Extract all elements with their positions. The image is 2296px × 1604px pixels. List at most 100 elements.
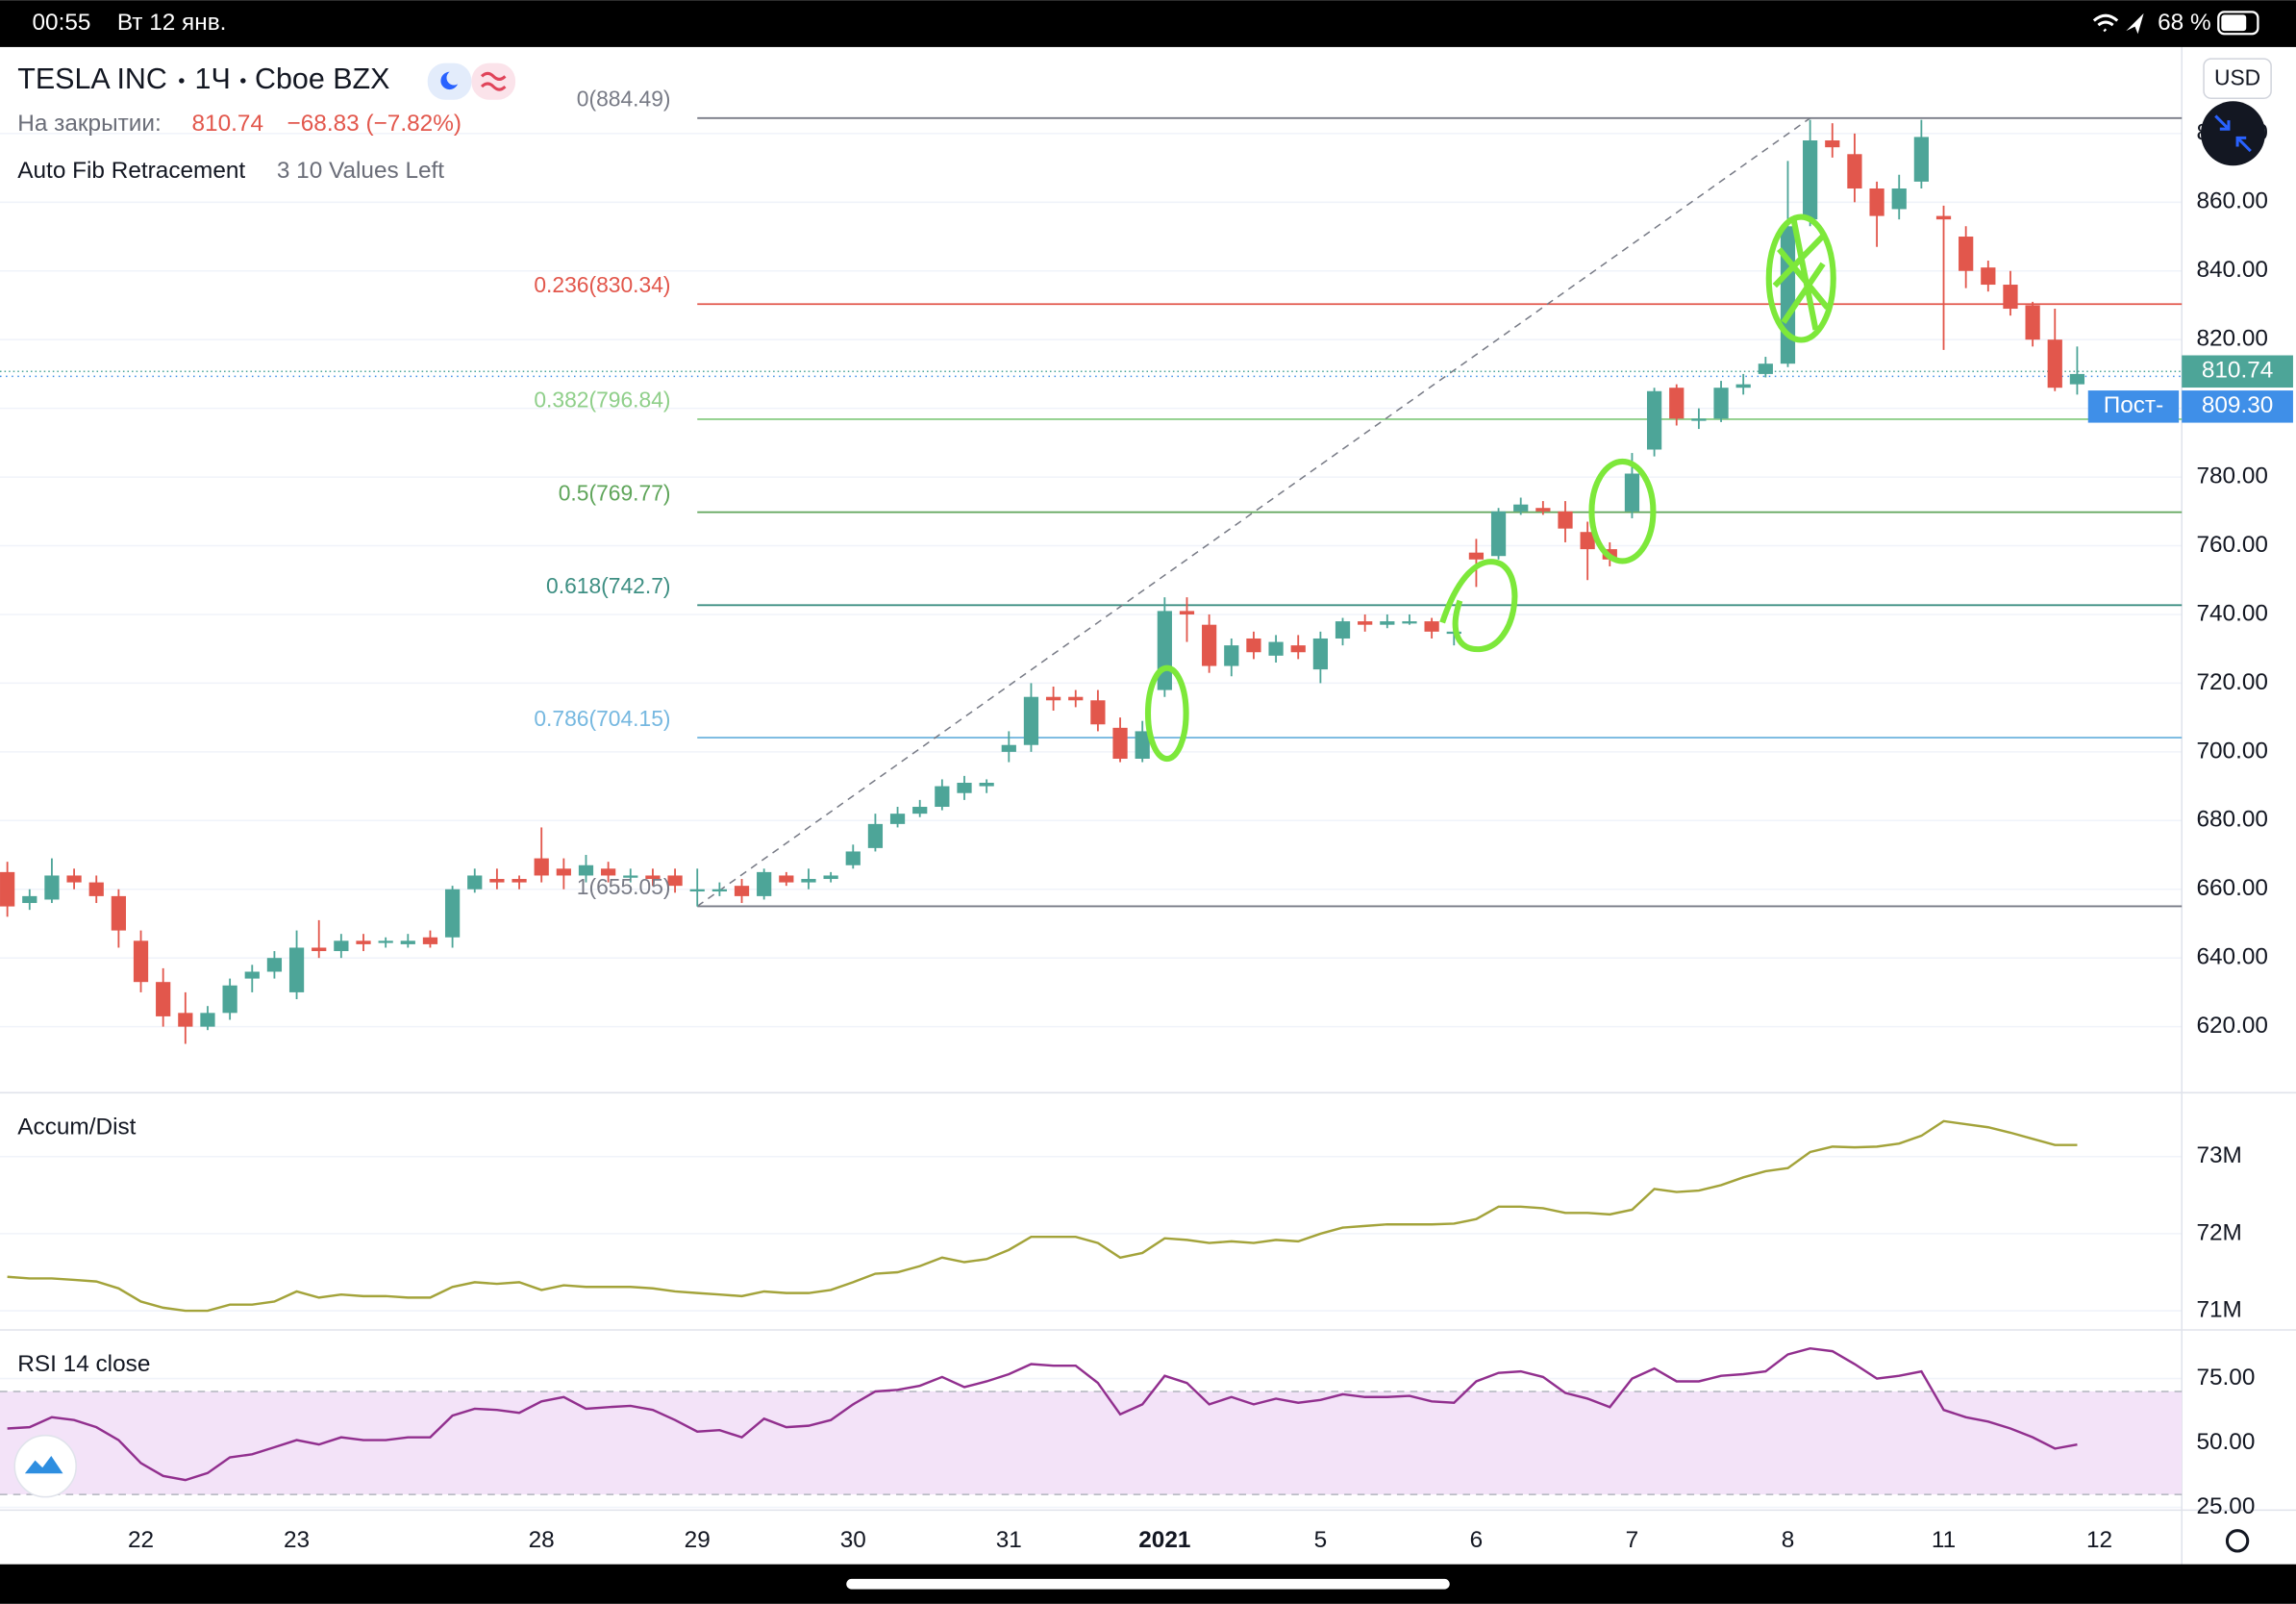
- candle-body: [489, 879, 505, 883]
- candle-body: [867, 823, 884, 848]
- candle-body: [88, 882, 104, 896]
- candle-body: [356, 940, 371, 944]
- pane-title: RSI 14 close: [17, 1351, 150, 1377]
- candle-body: [979, 783, 994, 787]
- candle-body: [1179, 611, 1195, 614]
- x-tick-label: 29: [685, 1527, 711, 1553]
- x-tick-label: 12: [2086, 1527, 2112, 1553]
- candle-body: [623, 875, 638, 878]
- indicator-name: Auto Fib Retracement: [17, 158, 245, 184]
- annotation-circle: [1588, 458, 1657, 564]
- candle-body: [1803, 140, 1818, 220]
- candle-body: [1157, 611, 1172, 690]
- candle-body: [200, 1013, 215, 1027]
- collapse-icon: [2214, 114, 2252, 153]
- candle-body: [178, 1013, 193, 1027]
- candle-body: [1380, 621, 1395, 625]
- indicator-line: [7, 1119, 2078, 1313]
- candle-body: [334, 940, 349, 952]
- collapse-button[interactable]: [2201, 101, 2266, 166]
- candle-body: [156, 982, 171, 1016]
- settings-icon[interactable]: [2225, 1529, 2250, 1553]
- y-tick-label: 620.00: [2196, 1013, 2268, 1039]
- battery-icon: [2217, 11, 2259, 36]
- candle-body: [378, 940, 393, 943]
- candle-body: [1001, 744, 1016, 752]
- y-tick-label: 720.00: [2196, 669, 2268, 695]
- indicator-params: 3 10 Values Left: [277, 158, 444, 184]
- candle-body: [1646, 390, 1662, 450]
- candle-body: [1558, 511, 1573, 529]
- currency-button[interactable]: [2203, 58, 2272, 99]
- x-tick-label: 11: [1932, 1527, 1956, 1553]
- candle-body: [1490, 511, 1507, 557]
- exchange: Cboe BZX: [255, 63, 389, 95]
- fib-trend-line: [696, 117, 1811, 908]
- x-tick-label: 5: [1314, 1527, 1328, 1553]
- candle-body: [1358, 621, 1373, 625]
- fib-level-label: 0.786(704.15): [534, 706, 670, 731]
- candle-body: [779, 875, 794, 883]
- candle-body: [22, 895, 37, 904]
- candle-body: [711, 889, 727, 892]
- y-tick-label: 25.00: [2196, 1493, 2255, 1519]
- candle-body: [133, 940, 149, 983]
- status-battery: 68 %: [2158, 10, 2211, 36]
- candle-body: [1224, 645, 1239, 666]
- y-tick-label: 73M: [2196, 1142, 2241, 1168]
- candle-body: [0, 871, 15, 907]
- candle-body: [1335, 621, 1351, 639]
- delay-badge[interactable]: [471, 63, 516, 100]
- fib-level-label: 0.382(796.84): [534, 388, 670, 413]
- candle-body: [1713, 388, 1729, 419]
- x-tick-label: 7: [1626, 1527, 1639, 1553]
- candle-body: [1202, 624, 1217, 666]
- fib-level-label: 0.618(742.7): [546, 573, 670, 598]
- fib-level-label: 0.236(830.34): [534, 272, 670, 297]
- post-tag-box: [2087, 390, 2180, 423]
- hand-annotations: [1144, 213, 1836, 763]
- candle-body: [266, 958, 283, 972]
- y-tick-label: 760.00: [2196, 532, 2268, 558]
- rsi-band: [0, 1391, 2183, 1495]
- status-bar: [0, 0, 2296, 47]
- candle-body: [1513, 504, 1529, 512]
- y-tick-label: 820.00: [2196, 326, 2268, 352]
- candle-body: [1090, 700, 1106, 725]
- candle-body: [1535, 508, 1551, 512]
- pane-title: Accum/Dist: [17, 1114, 136, 1140]
- candle-body: [1981, 267, 1996, 286]
- x-tick-label: 8: [1782, 1527, 1795, 1553]
- logo-icon: [24, 1456, 63, 1474]
- candle-body: [66, 875, 82, 883]
- candle-body: [1825, 140, 1840, 148]
- y-tick-label: 640.00: [2196, 944, 2268, 970]
- candle-body: [1624, 473, 1640, 512]
- candle-body: [1669, 388, 1685, 419]
- currency: USD: [2214, 64, 2260, 89]
- candle-body: [1312, 638, 1328, 670]
- candle-body: [1135, 731, 1150, 759]
- y-tick-label: 71M: [2196, 1297, 2241, 1323]
- candle-body: [935, 786, 950, 808]
- candle-body: [578, 865, 594, 876]
- candle-body: [1068, 696, 1084, 701]
- candle-body: [823, 875, 838, 880]
- candle-body: [957, 783, 972, 793]
- candle-body: [1913, 137, 1929, 182]
- post-price-label: 809.30: [2202, 392, 2274, 418]
- candle-body: [757, 871, 772, 896]
- fib-level-label: 0(884.49): [577, 87, 671, 112]
- candle-body: [1847, 154, 1862, 189]
- close-change: −68.83 (−7.82%): [287, 111, 461, 137]
- grid-layer: [0, 133, 2183, 1509]
- x-tick-label: 30: [840, 1527, 866, 1553]
- axes-layer: 22 23 28 29 30 31 2021 5 6 7 8 11 12 620.00 640.00 660.…: [17, 87, 2293, 1553]
- candle-body: [444, 889, 461, 938]
- y-tick-label: 75.00: [2196, 1365, 2255, 1391]
- delay-icon: [480, 71, 507, 91]
- x-tick-label: 23: [284, 1527, 310, 1553]
- candle-body: [534, 858, 549, 876]
